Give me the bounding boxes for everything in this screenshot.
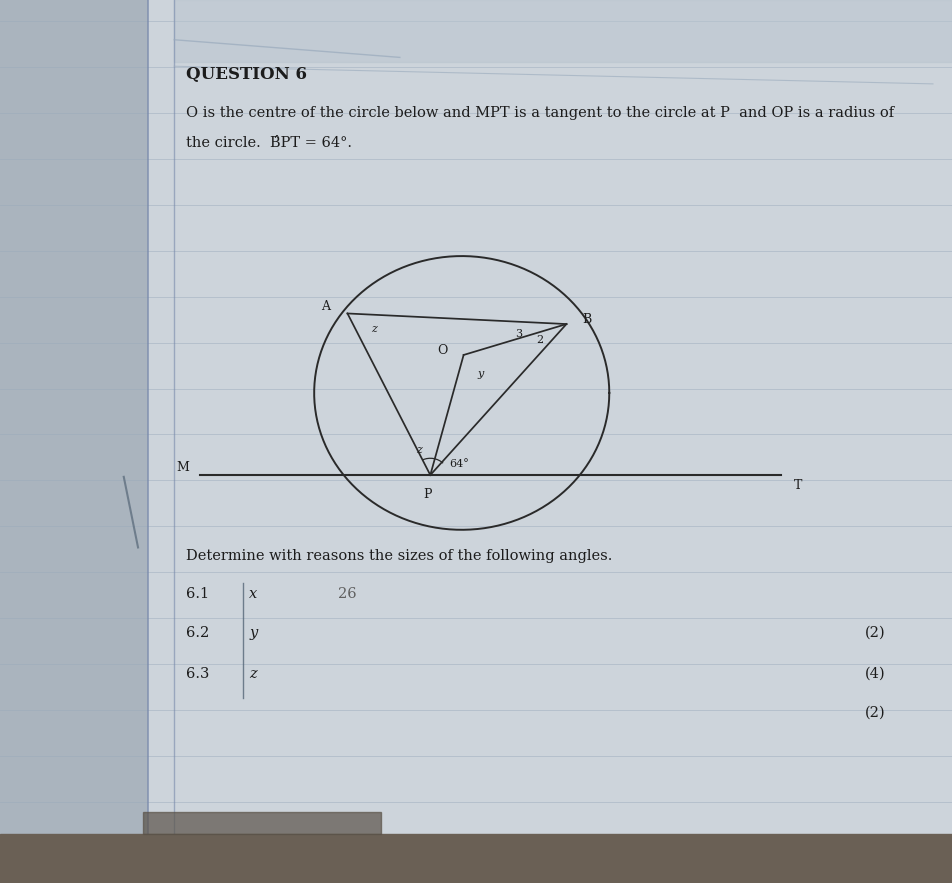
Text: z: z xyxy=(371,324,377,335)
Text: y: y xyxy=(249,626,258,640)
Bar xyxy=(174,0,952,62)
Bar xyxy=(0,0,148,883)
Bar xyxy=(188,0,228,883)
Text: (4): (4) xyxy=(864,667,885,681)
Text: y: y xyxy=(478,369,484,380)
Text: QUESTION 6: QUESTION 6 xyxy=(186,65,307,83)
Bar xyxy=(509,0,549,883)
Bar xyxy=(871,0,912,883)
Text: 6.3: 6.3 xyxy=(186,667,209,681)
Bar xyxy=(469,0,509,883)
Text: O: O xyxy=(438,344,447,357)
Text: (2): (2) xyxy=(864,626,885,640)
Bar xyxy=(912,0,952,883)
Bar xyxy=(348,0,388,883)
Bar xyxy=(388,0,429,883)
Text: T: T xyxy=(794,479,802,492)
Bar xyxy=(0,834,952,883)
Text: Determine with reasons the sizes of the following angles.: Determine with reasons the sizes of the … xyxy=(186,549,612,563)
Text: M: M xyxy=(176,462,189,474)
Bar xyxy=(831,0,871,883)
Text: 64°: 64° xyxy=(449,459,468,470)
Bar xyxy=(590,0,630,883)
Bar xyxy=(429,0,469,883)
Bar xyxy=(710,0,751,883)
Text: z: z xyxy=(249,667,257,681)
Text: B: B xyxy=(583,313,592,326)
Bar xyxy=(228,0,268,883)
Bar xyxy=(148,0,952,883)
Bar xyxy=(630,0,670,883)
Bar xyxy=(549,0,590,883)
Text: 26: 26 xyxy=(338,587,357,601)
Text: 6.1: 6.1 xyxy=(186,587,208,601)
Text: 6.2: 6.2 xyxy=(186,626,208,640)
Text: (2): (2) xyxy=(864,706,885,720)
Text: x: x xyxy=(249,587,258,601)
Text: z: z xyxy=(416,445,422,456)
Text: O is the centre of the circle below and MPT is a tangent to the circle at P  and: O is the centre of the circle below and … xyxy=(186,106,894,120)
Bar xyxy=(143,812,381,834)
Text: 2: 2 xyxy=(536,335,544,345)
Text: the circle.  B̂PT = 64°.: the circle. B̂PT = 64°. xyxy=(186,136,351,150)
Bar xyxy=(791,0,831,883)
Bar xyxy=(751,0,791,883)
Text: 3: 3 xyxy=(515,328,523,339)
Text: A: A xyxy=(321,300,330,313)
Bar xyxy=(268,0,308,883)
Bar xyxy=(308,0,348,883)
Text: P: P xyxy=(424,488,431,501)
Bar xyxy=(670,0,710,883)
Bar xyxy=(148,0,188,883)
